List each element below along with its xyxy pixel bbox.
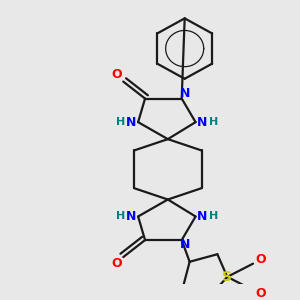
- Text: S: S: [222, 270, 232, 284]
- Text: N: N: [179, 87, 190, 100]
- Text: O: O: [256, 287, 266, 300]
- Text: N: N: [126, 116, 136, 129]
- Text: H: H: [209, 117, 218, 127]
- Text: N: N: [197, 210, 208, 223]
- Text: N: N: [179, 238, 190, 251]
- Text: H: H: [209, 212, 218, 221]
- Text: N: N: [126, 210, 136, 223]
- Text: H: H: [116, 117, 125, 127]
- Text: O: O: [111, 257, 122, 270]
- Text: O: O: [256, 254, 266, 266]
- Text: N: N: [197, 116, 208, 129]
- Text: H: H: [116, 212, 125, 221]
- Text: O: O: [111, 68, 122, 82]
